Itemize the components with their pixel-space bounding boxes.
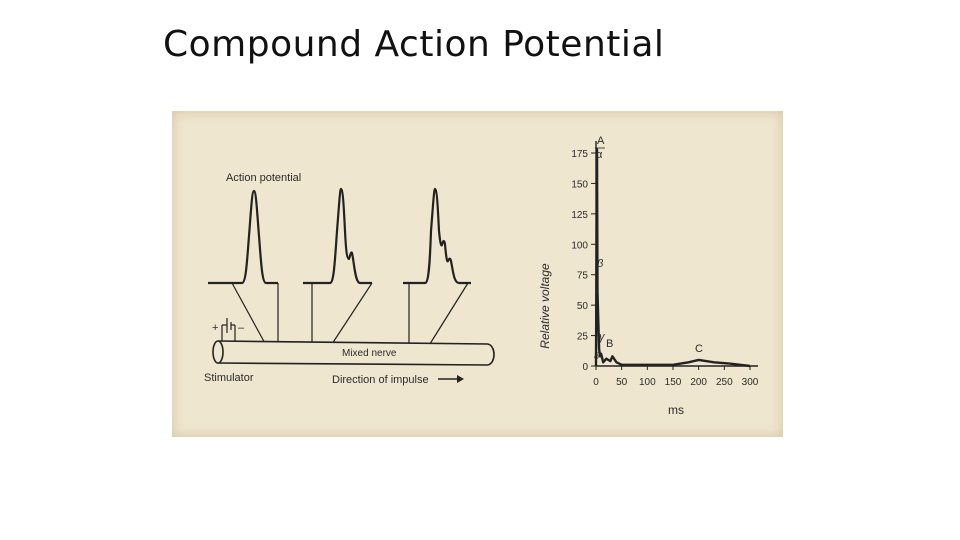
- electrode-lines: [231, 282, 469, 348]
- y-tick-label: 0: [582, 362, 588, 373]
- x-axis-ticks: 0 50 100 150 200 250 300: [593, 366, 759, 388]
- peak-label-B: B: [606, 338, 613, 350]
- peak-label-alpha: α: [596, 149, 603, 161]
- x-tick-label: 50: [616, 377, 628, 388]
- figure-canvas: Action potential + –: [204, 135, 759, 417]
- slide-title: Compound Action Potential: [163, 24, 665, 65]
- direction-label: Direction of impulse: [332, 374, 429, 386]
- y-tick-label: 125: [571, 210, 588, 221]
- x-axis-label: ms: [668, 403, 684, 417]
- direction-arrow-icon: [438, 375, 464, 383]
- stimulator-label: Stimulator: [204, 372, 254, 384]
- peak-label-delta: δ: [594, 351, 600, 361]
- mixed-nerve-cylinder: [212, 340, 495, 366]
- x-tick-label: 300: [742, 377, 759, 388]
- y-tick-label: 50: [577, 301, 589, 312]
- y-axis-label: Relative voltage: [538, 263, 552, 349]
- battery-icon: [221, 318, 236, 341]
- action-potential-traces: [208, 187, 471, 285]
- peak-label-C: C: [695, 343, 703, 355]
- peak-label-A: A: [597, 135, 605, 147]
- y-tick-label: 75: [577, 271, 589, 282]
- y-tick-label: 25: [577, 332, 589, 343]
- compound-action-potential-chart: Relative voltage 0 25 50 75 100 125 150 175 0 50…: [538, 135, 759, 417]
- x-tick-label: 150: [665, 377, 682, 388]
- y-tick-label: 175: [571, 149, 588, 160]
- peak-label-beta: β: [596, 258, 604, 270]
- minus-sign: –: [238, 322, 245, 334]
- mixed-nerve-label: Mixed nerve: [342, 348, 397, 359]
- compound-action-potential-line: [594, 148, 751, 368]
- y-tick-label: 150: [571, 179, 588, 190]
- action-potential-trace-2: [303, 187, 372, 285]
- x-tick-label: 100: [639, 377, 656, 388]
- x-tick-label: 200: [690, 377, 707, 388]
- y-tick-label: 100: [571, 240, 588, 251]
- x-tick-label: 0: [593, 377, 599, 388]
- peak-label-gamma: γ: [599, 331, 606, 343]
- action-potential-trace-3: [403, 187, 471, 285]
- scanned-figure: Action potential + –: [172, 111, 783, 437]
- x-tick-label: 250: [716, 377, 733, 388]
- action-potential-label: Action potential: [226, 172, 301, 184]
- action-potential-trace-1: [208, 189, 278, 285]
- y-axis-ticks: 0 25 50 75 100 125 150 175: [571, 149, 596, 373]
- plus-sign: +: [212, 322, 218, 334]
